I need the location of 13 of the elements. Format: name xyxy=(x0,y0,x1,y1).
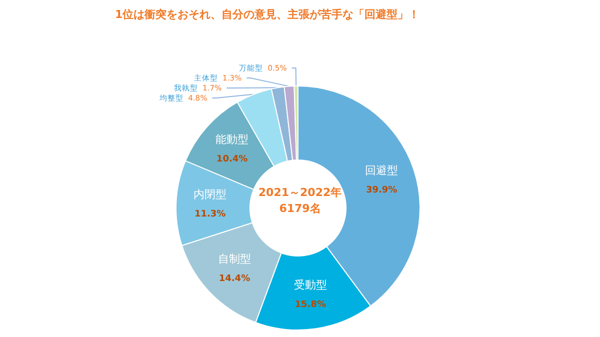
data-label: 39.9% xyxy=(366,185,398,196)
data-label: 10.4% xyxy=(216,154,248,165)
data-label: 11.3% xyxy=(194,209,226,220)
text: 6179名 xyxy=(279,202,321,215)
slice-label: 自制型 xyxy=(218,252,251,266)
chart-title: 1位は衝突をおそれ、自分の意見、主張が苦手な「回避型」！ xyxy=(115,8,420,21)
data-label: 15.8% xyxy=(294,300,326,310)
slice-label: 受動型 xyxy=(294,278,327,292)
slice-label: 能動型 xyxy=(216,133,249,146)
slice-label: 回避型 xyxy=(365,164,398,177)
text: 2021～2022年 xyxy=(258,186,342,199)
data-label: 14.4% xyxy=(218,274,250,284)
slice-label: 内閉型 xyxy=(194,188,227,201)
